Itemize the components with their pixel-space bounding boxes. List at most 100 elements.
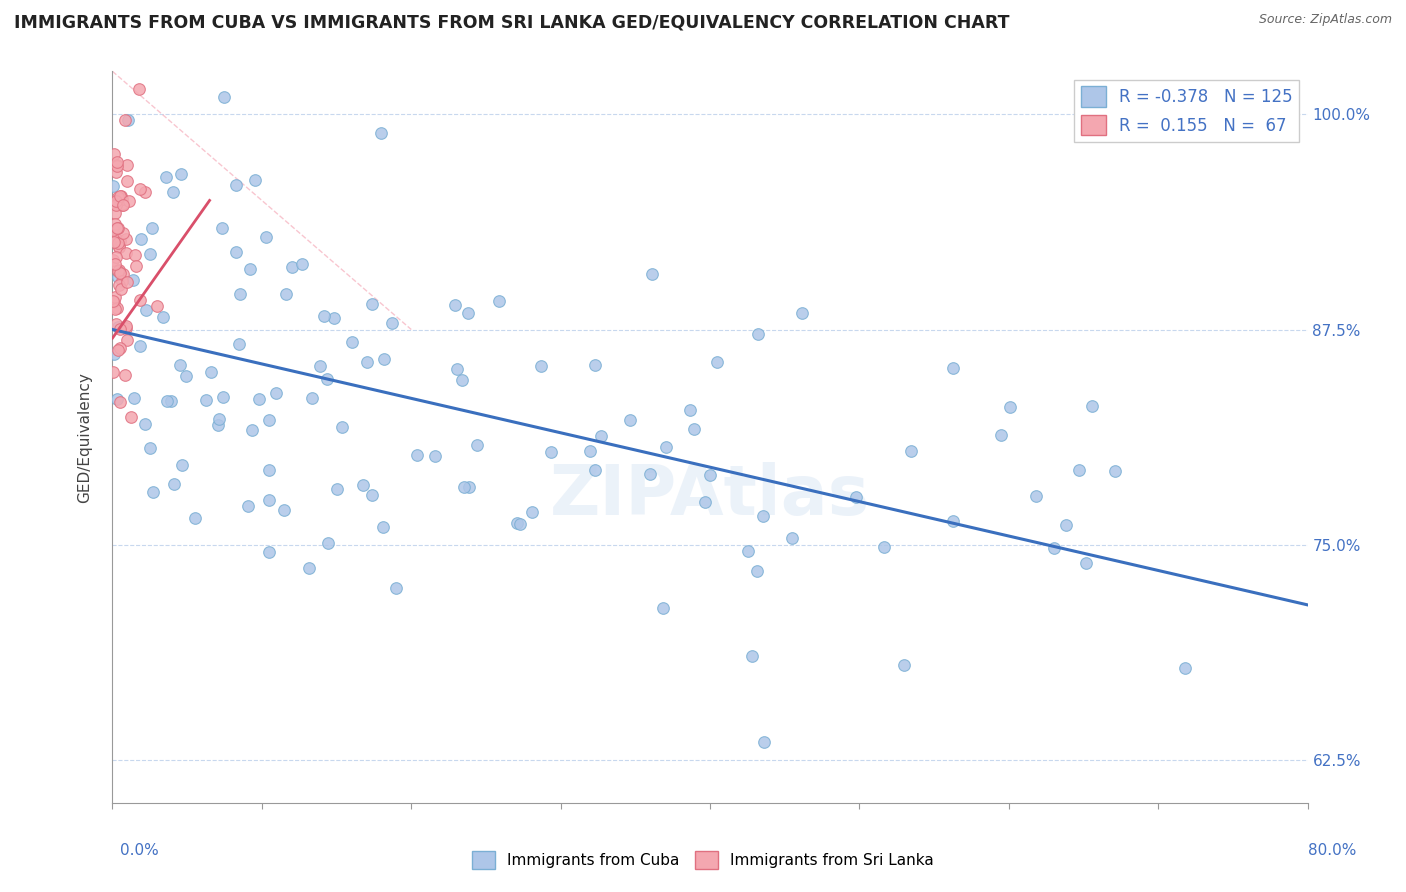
Point	[114, 245, 136, 260]
Point	[360, 488, 382, 502]
Point	[195, 393, 218, 408]
Point	[170, 458, 193, 472]
Point	[505, 516, 527, 531]
Point	[111, 197, 134, 211]
Point	[406, 448, 429, 462]
Point	[110, 189, 132, 203]
Point	[1043, 541, 1066, 555]
Point	[1104, 464, 1126, 478]
Point	[652, 601, 675, 615]
Point	[467, 438, 489, 452]
Point	[423, 449, 446, 463]
Point	[184, 510, 207, 524]
Point	[104, 301, 127, 316]
Point	[281, 260, 304, 275]
Point	[104, 289, 127, 303]
Point	[240, 423, 263, 437]
Point	[638, 467, 661, 482]
Point	[108, 394, 131, 409]
Point	[105, 197, 128, 211]
Point	[105, 160, 128, 174]
Point	[115, 320, 138, 334]
Point	[211, 220, 233, 235]
Point	[170, 167, 193, 181]
Point	[654, 440, 676, 454]
Point	[236, 499, 259, 513]
Point	[872, 540, 894, 554]
Point	[141, 220, 163, 235]
Point	[370, 126, 392, 140]
Point	[1081, 399, 1104, 413]
Point	[342, 335, 364, 350]
Point	[114, 112, 136, 127]
Point	[115, 174, 138, 188]
Point	[104, 217, 127, 231]
Point	[706, 355, 728, 369]
Point	[356, 354, 378, 368]
Point	[169, 358, 191, 372]
Point	[174, 368, 197, 383]
Point	[101, 365, 124, 379]
Point	[243, 173, 266, 187]
Point	[115, 334, 138, 348]
Point	[453, 480, 475, 494]
Point	[1067, 463, 1090, 477]
Text: ZIPAtlas: ZIPAtlas	[550, 462, 870, 529]
Point	[457, 306, 479, 320]
Point	[139, 441, 162, 455]
Point	[115, 231, 138, 245]
Point	[108, 240, 131, 254]
Point	[101, 252, 124, 267]
Point	[745, 564, 768, 578]
Point	[737, 543, 759, 558]
Point	[105, 301, 128, 316]
Point	[1074, 556, 1097, 570]
Point	[107, 319, 129, 334]
Text: Source: ZipAtlas.com: Source: ZipAtlas.com	[1258, 13, 1392, 27]
Point	[105, 154, 128, 169]
Point	[316, 371, 339, 385]
Point	[105, 232, 128, 246]
Point	[103, 206, 125, 220]
Point	[208, 412, 231, 426]
Point	[325, 482, 347, 496]
Point	[111, 274, 134, 288]
Point	[110, 188, 132, 202]
Point	[159, 393, 181, 408]
Point	[129, 232, 152, 246]
Point	[309, 359, 332, 374]
Point	[111, 198, 134, 212]
Point	[488, 294, 510, 309]
Point	[942, 514, 965, 528]
Point	[135, 303, 157, 318]
Point	[322, 311, 344, 326]
Point	[107, 270, 129, 285]
Point	[509, 516, 531, 531]
Point	[101, 178, 124, 193]
Point	[1174, 661, 1197, 675]
Point	[129, 339, 152, 353]
Point	[107, 236, 129, 251]
Point	[107, 392, 129, 407]
Point	[124, 248, 146, 262]
Point	[741, 648, 763, 663]
Point	[128, 81, 150, 95]
Point	[110, 282, 132, 296]
Point	[103, 146, 125, 161]
Point	[990, 428, 1012, 442]
Point	[107, 278, 129, 293]
Point	[239, 262, 262, 277]
Point	[105, 317, 128, 331]
Point	[129, 182, 152, 196]
Point	[316, 535, 339, 549]
Point	[780, 531, 803, 545]
Point	[105, 158, 128, 172]
Y-axis label: GED/Equivalency: GED/Equivalency	[77, 372, 91, 502]
Point	[103, 294, 125, 309]
Point	[101, 223, 124, 237]
Point	[683, 421, 706, 435]
Point	[155, 394, 177, 409]
Legend: Immigrants from Cuba, Immigrants from Sri Lanka: Immigrants from Cuba, Immigrants from Sr…	[465, 845, 941, 875]
Text: 80.0%: 80.0%	[1309, 843, 1357, 858]
Point	[107, 220, 129, 235]
